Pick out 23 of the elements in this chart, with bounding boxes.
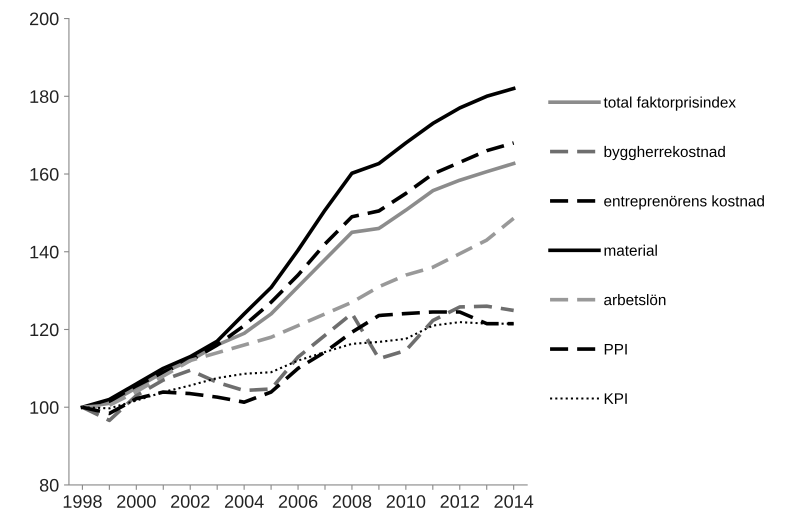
- legend-label: total faktorprisindex: [604, 96, 736, 111]
- legend-label: byggherrekostnad: [604, 146, 725, 160]
- x-tick-label: 2010: [386, 495, 426, 508]
- legend-label: arbetslön: [604, 294, 666, 306]
- legend-label: KPI: [604, 393, 627, 404]
- y-tick-label: 80: [40, 478, 59, 492]
- x-tick-label: 2002: [171, 495, 210, 508]
- legend-label: PPI: [604, 344, 627, 354]
- y-tick-label: 140: [30, 246, 59, 258]
- x-tick-label: 2000: [117, 495, 156, 508]
- y-tick-label: 100: [30, 401, 59, 414]
- y-tick-label: 200: [30, 12, 59, 26]
- x-tick-label: 2012: [440, 495, 479, 508]
- x-tick-label: 2006: [278, 495, 318, 508]
- legend-label: material: [604, 244, 657, 256]
- y-tick-label: 160: [30, 168, 59, 181]
- x-tick-label: 2014: [494, 495, 534, 508]
- x-tick-label: 2004: [224, 495, 264, 508]
- y-tick-label: 120: [30, 323, 59, 336]
- legend-label: entreprenörens kostnad: [604, 195, 764, 210]
- x-tick-label: 1998: [64, 495, 102, 508]
- x-tick-label: 2008: [332, 495, 372, 508]
- y-tick-label: 180: [30, 90, 59, 104]
